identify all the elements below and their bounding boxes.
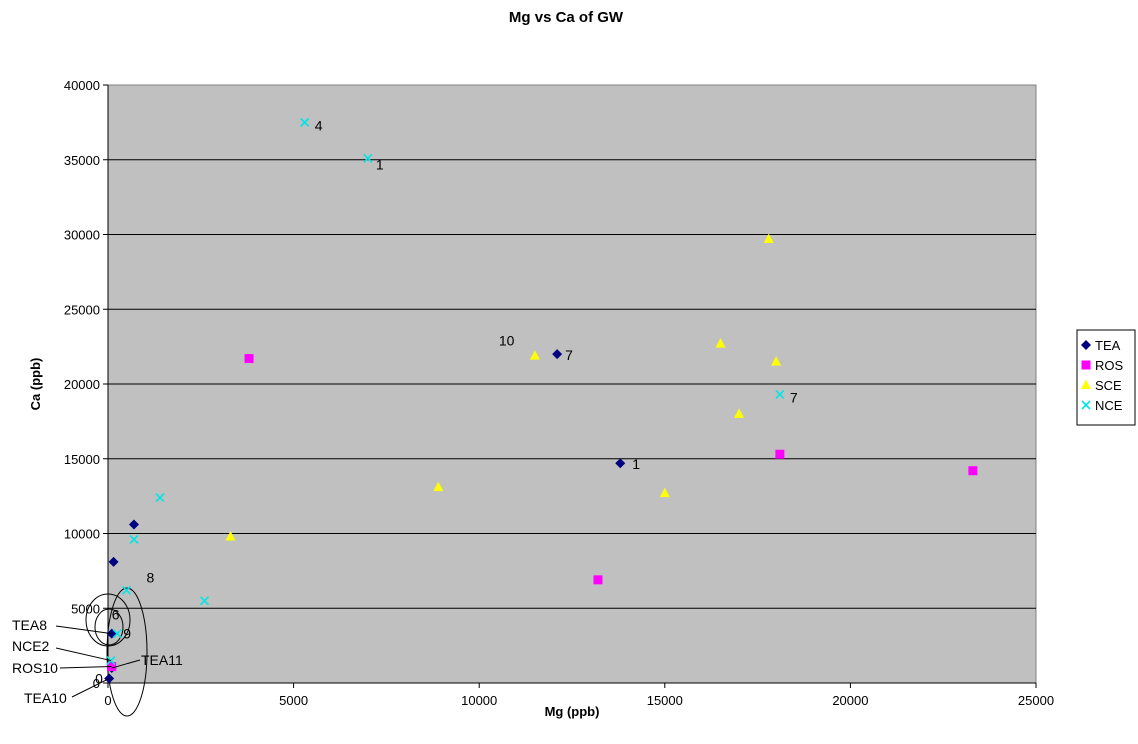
legend-label-ros: ROS <box>1095 358 1124 373</box>
x-tick-label: 20000 <box>832 693 868 708</box>
legend-label-nce: NCE <box>1095 398 1123 413</box>
callout-leader <box>59 666 112 669</box>
cluster-ellipse-mid <box>85 593 131 647</box>
nce-point <box>155 493 165 503</box>
y-tick-label: 35000 <box>64 153 100 168</box>
chart-title: Mg vs Ca of GW <box>509 9 624 26</box>
nce-point <box>112 629 122 639</box>
ros-point <box>968 466 978 476</box>
nce-point <box>363 153 373 163</box>
cluster-ellipse-inner <box>94 608 124 646</box>
point-label: 7 <box>790 389 798 405</box>
x-tick-label: 10000 <box>461 693 497 708</box>
cluster-ellipses <box>85 587 148 717</box>
y-tick-label: 5000 <box>71 601 100 616</box>
y-tick-label: 30000 <box>64 228 100 243</box>
point-label: 0 <box>95 671 103 687</box>
y-tick-label: 0 <box>93 676 100 691</box>
sce-point <box>659 487 670 498</box>
y-tick-label: 20000 <box>64 377 100 392</box>
sce-point <box>715 338 726 348</box>
y-tick-label: 10000 <box>64 527 100 542</box>
sce-point <box>734 408 745 418</box>
tea-point <box>108 556 119 567</box>
legend-marker-sce <box>1081 379 1091 389</box>
callout-label: TEA8 <box>12 617 47 633</box>
legend-marker-nce <box>1081 400 1091 410</box>
legend-label-sce: SCE <box>1095 378 1122 393</box>
callout-label: TEA11 <box>141 652 183 668</box>
callout-label: TEA10 <box>24 690 67 706</box>
sce-point <box>225 530 236 541</box>
callout-label: NCE2 <box>12 638 50 654</box>
y-tick-label: 15000 <box>64 452 100 467</box>
point-label: 7 <box>565 347 573 363</box>
ros-point <box>775 449 785 459</box>
nce-point <box>775 389 785 400</box>
legend: TEA ROS SCE NCE <box>1076 329 1136 426</box>
y-axis-title: Ca (ppb) <box>28 358 43 411</box>
tea-point <box>552 349 563 360</box>
point-label: 6 <box>112 607 120 623</box>
x-tick-label: 0 <box>104 693 111 708</box>
point-annotations: 4 1 10 7 7 1 8 69 0 TEA8 NCE2 ROS10 TEA11 TEA10 <box>12 117 798 706</box>
nce-point <box>199 596 210 606</box>
point-label: 1 <box>632 456 640 472</box>
ros-point <box>244 354 254 364</box>
callout-leader <box>111 659 141 669</box>
legend-marker-tea <box>1081 340 1091 350</box>
cluster-ellipse-outer <box>106 587 148 717</box>
callout-leader <box>55 625 112 635</box>
callout-label: ROS10 <box>12 660 58 676</box>
x-axis-title: Mg (ppb) <box>545 704 600 719</box>
sce-point <box>529 350 540 360</box>
axes: 0500010000150002000025000300003500040000… <box>64 78 1054 708</box>
callout-leader <box>71 678 110 698</box>
point-label: 10 <box>499 333 515 349</box>
x-tick-label: 15000 <box>647 693 683 708</box>
point-label: 9 <box>123 626 131 642</box>
x-tick-label: 5000 <box>279 693 308 708</box>
sce-point <box>763 233 774 243</box>
callout-leader <box>55 647 112 662</box>
y-tick-label: 25000 <box>64 302 100 317</box>
y-tick-label: 40000 <box>64 78 100 93</box>
legend-marker-ros <box>1081 360 1091 370</box>
ros-point <box>593 575 603 585</box>
tea-point <box>615 458 626 469</box>
nce-point <box>300 117 310 127</box>
grid-lines <box>108 159 1036 609</box>
data-points <box>104 117 978 684</box>
nce-point <box>129 534 139 545</box>
sce-point <box>433 481 444 492</box>
point-label: 1 <box>376 156 384 172</box>
nce-point <box>121 585 132 595</box>
x-tick-label: 25000 <box>1018 693 1054 708</box>
sce-point <box>771 356 782 366</box>
legend-label-tea: TEA <box>1095 338 1121 353</box>
tea-point <box>128 519 139 530</box>
point-label: 8 <box>147 569 155 585</box>
point-label: 4 <box>315 117 323 133</box>
